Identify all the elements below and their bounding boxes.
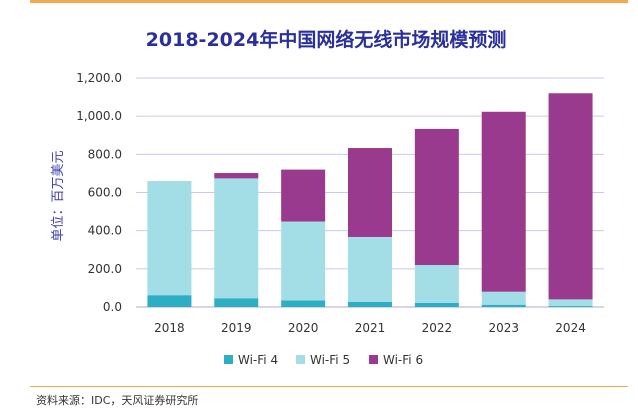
bar-wi-fi-5-2022 [414, 265, 459, 303]
y-tick-label: 800.0 [88, 147, 122, 161]
y-tick-label: 600.0 [88, 186, 122, 200]
source-note: 资料来源：IDC，天风证券研究所 [36, 394, 199, 407]
bar-wi-fi-6-2024 [548, 93, 593, 300]
bar-wi-fi-4-2020 [281, 300, 326, 307]
legend-label: Wi-Fi 5 [310, 353, 350, 367]
x-tick-label: 2024 [555, 321, 586, 335]
chart-title: 2018-2024年中国网络无线市场规模预测 [146, 28, 507, 51]
y-axis-title: 单位：百万美元 [51, 150, 66, 241]
y-tick-label: 400.0 [88, 224, 122, 238]
x-tick-label: 2023 [488, 321, 519, 335]
x-tick-label: 2021 [355, 321, 386, 335]
bar-wi-fi-6-2021 [348, 148, 392, 237]
bar-wi-fi-4-2024 [548, 306, 593, 307]
grid-lines [136, 77, 604, 308]
bar-wi-fi-5-2024 [548, 299, 593, 307]
bar-wi-fi-4-2018 [147, 295, 192, 307]
top-rule [30, 0, 628, 3]
y-tick-label: 0.0 [103, 300, 122, 314]
bar-wi-fi-6-2020 [281, 169, 326, 222]
bar-wi-fi-4-2019 [214, 298, 259, 307]
bar-wi-fi-4-2023 [481, 304, 526, 307]
bar-wi-fi-5-2020 [281, 221, 326, 301]
bar-wi-fi-6-2019 [214, 173, 259, 179]
legend-label: Wi-Fi 6 [383, 353, 423, 367]
bar-wi-fi-5-2019 [214, 178, 259, 299]
legend-label: Wi-Fi 4 [238, 353, 278, 367]
bar-wi-fi-6-2023 [481, 111, 526, 292]
bottom-rule [30, 386, 628, 387]
legend-swatch [369, 355, 378, 364]
x-tick-label: 2019 [221, 321, 252, 335]
bar-wi-fi-4-2021 [348, 301, 392, 307]
legend-swatch [296, 355, 305, 364]
bar-wi-fi-6-2022 [414, 128, 459, 266]
y-tick-label: 200.0 [88, 262, 122, 276]
y-axis-ticks: 0.0 200.0 400.0 600.0 800.0 1,000.0 1,200.0 [76, 71, 122, 314]
legend-swatch [224, 355, 233, 364]
y-tick-label: 1,200.0 [76, 71, 122, 85]
bar-wi-fi-4-2022 [414, 302, 459, 307]
bars [147, 93, 593, 307]
legend: Wi-Fi 4 Wi-Fi 5 Wi-Fi 6 [224, 353, 423, 367]
bar-wi-fi-5-2023 [481, 291, 526, 305]
bar-wi-fi-5-2021 [348, 236, 392, 302]
x-tick-label: 2022 [422, 321, 453, 335]
x-axis-ticks: 2018 2019 2020 2021 2022 2023 2024 [154, 321, 586, 335]
x-tick-label: 2020 [288, 321, 319, 335]
y-tick-label: 1,000.0 [76, 109, 122, 123]
bar-wi-fi-5-2018 [147, 181, 192, 296]
x-tick-label: 2018 [154, 321, 185, 335]
